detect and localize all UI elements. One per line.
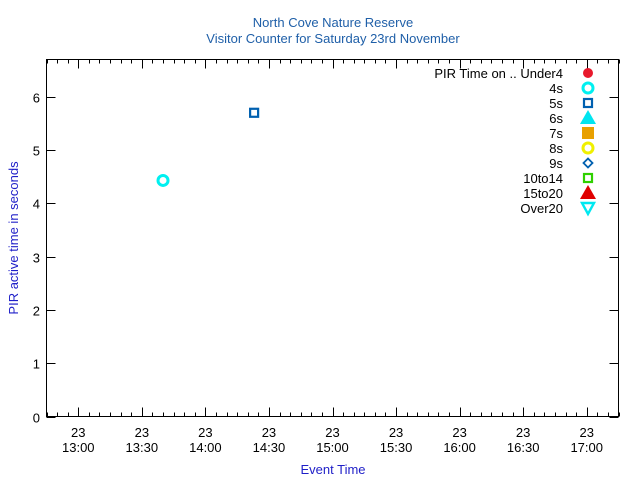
y-tick-label: 4 <box>33 197 40 212</box>
legend-marker-6s <box>580 110 596 124</box>
y-tick-label: 3 <box>33 251 40 266</box>
x-tick-time-label: 13:30 <box>126 440 159 455</box>
x-axis: 2313:002313:302314:002314:302315:002315:… <box>47 59 620 455</box>
x-tick-time-label: 14:30 <box>253 440 286 455</box>
legend-entry-label: 9s <box>549 156 563 171</box>
x-tick-day-label: 23 <box>389 425 403 440</box>
data-point-4s <box>156 173 170 187</box>
x-tick-day-label: 23 <box>452 425 466 440</box>
y-tick-label: 0 <box>33 411 40 426</box>
x-tick-day-label: 23 <box>516 425 530 440</box>
y-tick-label: 1 <box>33 357 40 372</box>
x-tick-time-label: 16:30 <box>507 440 540 455</box>
data-points <box>156 107 260 187</box>
y-tick-label: 2 <box>33 304 40 319</box>
x-tick-time-label: 16:00 <box>443 440 476 455</box>
y-tick-label: 5 <box>33 144 40 159</box>
legend-entry-label: 15to20 <box>523 186 563 201</box>
legend-marker-9s <box>582 157 594 169</box>
data-point-5s <box>249 107 260 118</box>
legend-entry-label: PIR Time on .. Under4 <box>434 66 563 81</box>
x-tick-day-label: 23 <box>262 425 276 440</box>
x-axis-label: Event Time <box>300 462 365 477</box>
plot-area <box>46 59 619 417</box>
chart-subtitle: Visitor Counter for Saturday 23rd Novemb… <box>206 31 460 46</box>
x-tick-day-label: 23 <box>135 425 149 440</box>
legend-marker-Over20 <box>579 201 597 217</box>
x-tick-time-label: 14:00 <box>189 440 222 455</box>
legend-marker-4s <box>581 81 595 95</box>
y-tick-label: 6 <box>33 91 40 106</box>
x-tick-time-label: 15:30 <box>380 440 413 455</box>
x-tick-day-label: 23 <box>198 425 212 440</box>
y-axis-label: PIR active time in seconds <box>6 161 21 315</box>
legend-entry-label: 5s <box>549 96 563 111</box>
x-tick-day-label: 23 <box>71 425 85 440</box>
legend: PIR Time on .. Under44s5s6s7s8s9s10to141… <box>434 66 597 217</box>
legend-marker-8s <box>581 141 595 155</box>
legend-marker-Under4 <box>583 68 593 78</box>
x-tick-day-label: 23 <box>579 425 593 440</box>
x-tick-time-label: 15:00 <box>316 440 349 455</box>
x-tick-time-label: 17:00 <box>570 440 603 455</box>
legend-entry-label: Over20 <box>520 201 563 216</box>
legend-marker-7s <box>582 127 594 139</box>
x-tick-day-label: 23 <box>325 425 339 440</box>
chart-title: North Cove Nature Reserve <box>253 15 413 30</box>
legend-marker-5s <box>582 97 594 109</box>
legend-entry-label: 6s <box>549 111 563 126</box>
y-axis: 0 1 2 3 4 5 6 <box>33 91 619 426</box>
legend-entry-label: 10to14 <box>523 171 563 186</box>
legend-marker-15to20 <box>580 185 596 199</box>
legend-marker-10to14 <box>582 172 594 184</box>
legend-entry-label: 7s <box>549 126 563 141</box>
legend-entry-label: 8s <box>549 141 563 156</box>
legend-entry-label: 4s <box>549 81 563 96</box>
x-tick-time-label: 13:00 <box>62 440 95 455</box>
